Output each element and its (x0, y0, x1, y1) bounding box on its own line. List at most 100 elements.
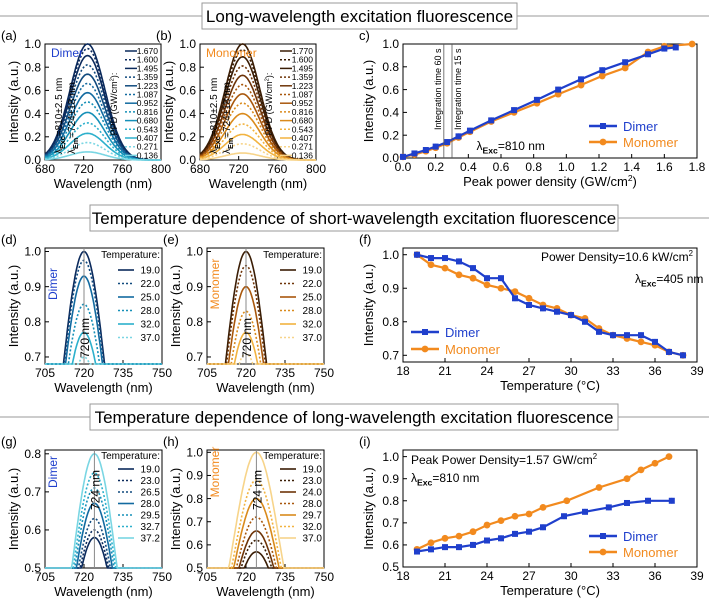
plot-frame-a (44, 43, 162, 161)
data-point-dimer (645, 51, 651, 58)
x-tick-label: 750 (314, 570, 334, 584)
x-axis-label: Wavelength (nm) (209, 176, 308, 191)
x-tick-label: 18 (396, 569, 410, 583)
x-tick-label: 750 (314, 366, 334, 380)
y-tick-label: 0.2 (179, 130, 196, 144)
spectrum-line (200, 152, 316, 161)
panel-title: Dimer (46, 268, 60, 300)
legend-label: 28.0 (303, 306, 323, 317)
data-point-dimer (661, 45, 668, 52)
y-tick-label: 1.0 (186, 446, 203, 460)
y-tick-label: 1.0 (179, 37, 196, 51)
x-tick-label: 705 (35, 570, 55, 584)
data-point-monomer (469, 274, 477, 282)
x-tick-label: 720 (236, 570, 256, 584)
data-point-dimer (622, 59, 629, 66)
legend-label: 32.0 (303, 522, 323, 533)
legend-marker (600, 123, 606, 129)
data-point-monomer (623, 475, 631, 483)
data-point-dimer (568, 312, 574, 319)
y-tick-label: 0.6 (24, 523, 41, 537)
spectrum-line (199, 143, 316, 161)
y-tick-label: 1.0 (382, 248, 399, 262)
x-axis-label: Wavelength (nm) (54, 584, 153, 599)
power-density-annotation: Peak Power Density=1.57 GW/cm2 (411, 452, 597, 467)
data-point-monomer (525, 294, 533, 302)
legend-label: Dimer (445, 325, 480, 340)
x-tick-label: 33 (606, 364, 620, 378)
power-density-annotation: Power Density=10.6 kW/cm2 (541, 249, 693, 264)
data-point-monomer (688, 40, 696, 48)
x-tick-label: 0.8 (525, 160, 542, 174)
legend-label: 29.7 (303, 511, 323, 522)
legend-title: Temperature: (263, 250, 322, 261)
panel-title: Dimer (51, 46, 83, 60)
legend-label: 23.0 (141, 476, 161, 487)
section-title: Temperature dependence of short-waveleng… (92, 209, 617, 228)
y-axis-label: Intensity (a.u.) (168, 265, 183, 347)
data-point-dimer (672, 44, 679, 51)
legend-label: 28.0 (303, 499, 323, 510)
data-point-monomer (525, 510, 533, 518)
x-tick-label: 705 (197, 570, 217, 584)
plot-frame-h (206, 449, 325, 569)
legend-label: 0.952 (292, 98, 314, 108)
panel-title: Dimer (46, 456, 60, 488)
y-tick-label: 0.9 (186, 469, 203, 483)
data-point-dimer (422, 147, 429, 154)
y-tick-label: 1.0 (382, 450, 399, 464)
x-tick-label: 30 (564, 569, 578, 583)
emission-annotation: λEm=724±18 nm (67, 82, 80, 154)
data-point-monomer (595, 484, 603, 491)
x-tick-label: 0.0 (395, 160, 412, 174)
section-title-box (89, 204, 619, 232)
spectrum-line (199, 65, 316, 161)
y-tick-label: 0.7 (382, 348, 399, 362)
panel-label: (i) (359, 434, 371, 449)
x-axis-label: Wavelength (nm) (216, 380, 315, 395)
legend-marker (422, 329, 428, 335)
panel-label: (h) (163, 434, 179, 449)
x-tick-label: 33 (606, 569, 620, 583)
x-tick-label: 680 (190, 162, 210, 176)
x-axis-label: Wavelength (nm) (54, 176, 153, 191)
legend-label: 37.2 (141, 534, 161, 545)
series-line-dimer (416, 499, 672, 553)
legend-label: 29.5 (141, 511, 161, 522)
legend-marker (599, 138, 607, 146)
x-tick-label: 735 (113, 366, 133, 380)
y-tick-label: 0.4 (179, 107, 196, 121)
data-point-dimer (400, 153, 406, 160)
legend-label: 1.495 (137, 63, 159, 73)
legend-label: 25.0 (303, 293, 323, 304)
data-point-dimer (428, 255, 434, 262)
data-point-monomer (427, 539, 435, 547)
legend-label: 23.0 (303, 476, 323, 487)
y-axis-label: Intensity (a.u.) (161, 61, 176, 143)
legend-label: 1.600 (137, 55, 159, 65)
y-tick-label: 0.9 (382, 281, 399, 295)
legend-marker (600, 533, 606, 539)
y-axis-label: Intensity (a.u.) (361, 60, 376, 142)
x-tick-label: 720 (229, 162, 249, 176)
legend-title: Temperature: (263, 451, 322, 462)
y-tick-label: 0.2 (24, 130, 41, 144)
x-axis-label: Wavelength (nm) (54, 380, 153, 395)
legend-marker (421, 345, 429, 353)
data-point-monomer (497, 517, 505, 525)
panel-label: c) (359, 28, 370, 43)
data-point-dimer (512, 530, 518, 537)
data-point-dimer (554, 308, 560, 315)
legend-label: 1.359 (137, 72, 159, 82)
data-point-monomer (441, 264, 449, 272)
data-point-dimer (511, 107, 518, 114)
legend-label: 0.543 (137, 124, 159, 134)
y-tick-label: 0.9 (382, 472, 399, 486)
legend-label: 25.0 (141, 293, 161, 304)
x-tick-label: 1.2 (591, 160, 608, 174)
excitation-annotation: λExc=810±2.5 nm (209, 78, 222, 154)
data-point-dimer (444, 139, 451, 146)
y-tick-label: 0.4 (382, 106, 399, 120)
data-point-dimer (466, 127, 473, 134)
y-tick-label: 0.2 (382, 128, 399, 142)
